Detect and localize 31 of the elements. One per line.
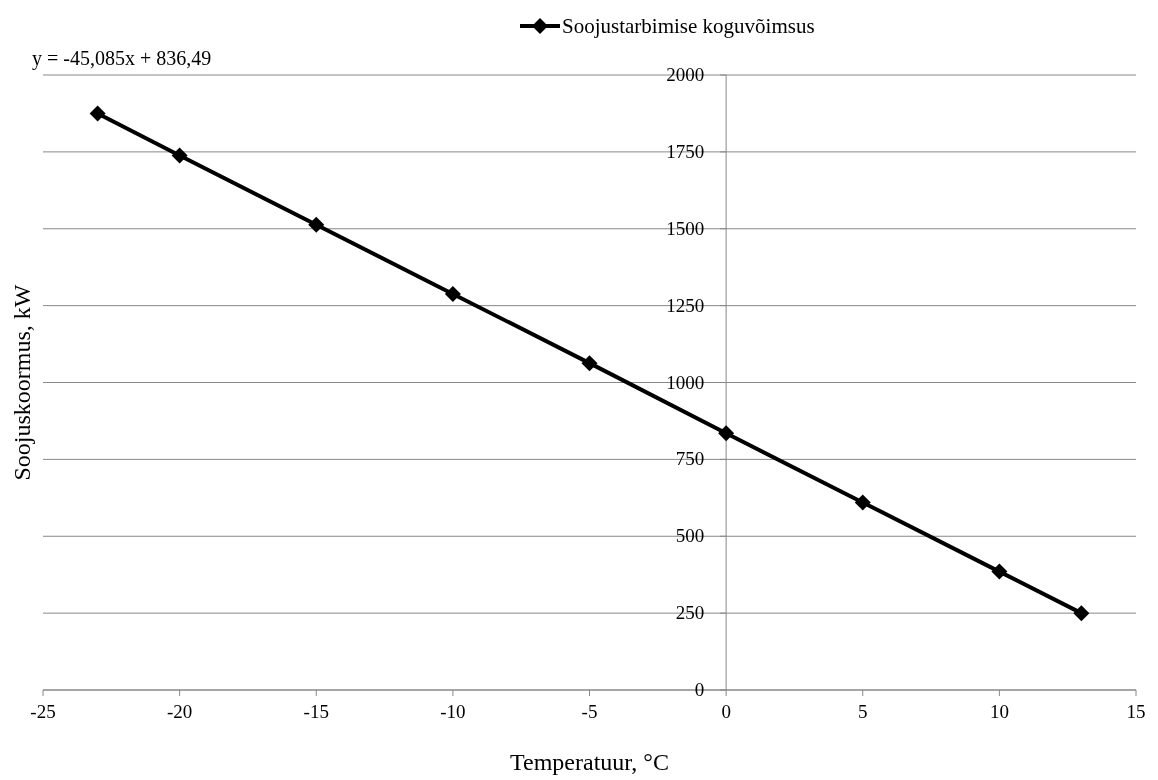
x-tick-label: 0 (721, 701, 731, 722)
y-tick-label: 250 (675, 602, 705, 624)
x-tick-label: -25 (30, 701, 56, 722)
x-tick-label: 5 (858, 701, 868, 722)
x-tick-label: -15 (303, 701, 329, 722)
text: y = -45,085x + 836,49 (32, 47, 212, 70)
y-tick-label: 1500 (666, 217, 705, 239)
y-axis-title: Soojuskoormus, kW (9, 284, 35, 481)
y-tick-label: 0 (694, 679, 705, 700)
x-tick-label: 10 (989, 701, 1009, 722)
x-tick-label: 15 (1126, 701, 1146, 722)
point (991, 563, 1008, 580)
legend-label: Soojustarbimise koguvõimsus (562, 14, 815, 38)
point (1073, 605, 1090, 622)
point (89, 105, 106, 122)
x-tick-label: -5 (581, 701, 598, 722)
y-tick-label: 2000 (666, 64, 705, 85)
x-tick-label: -20 (166, 701, 193, 722)
y-tick-label: 1250 (666, 294, 705, 316)
point (854, 494, 871, 511)
y-tick-label: 1750 (666, 140, 705, 162)
point (718, 425, 735, 442)
y-tick-label: 500 (675, 525, 705, 547)
point (444, 285, 461, 302)
x-tick-label: -10 (440, 701, 466, 722)
y-tick-label: 1000 (666, 371, 705, 393)
y-tick-label: 750 (675, 448, 705, 470)
point (308, 216, 325, 233)
point (581, 355, 598, 372)
x-axis-title: Temperatuur, °C (510, 749, 669, 775)
point (171, 147, 188, 164)
